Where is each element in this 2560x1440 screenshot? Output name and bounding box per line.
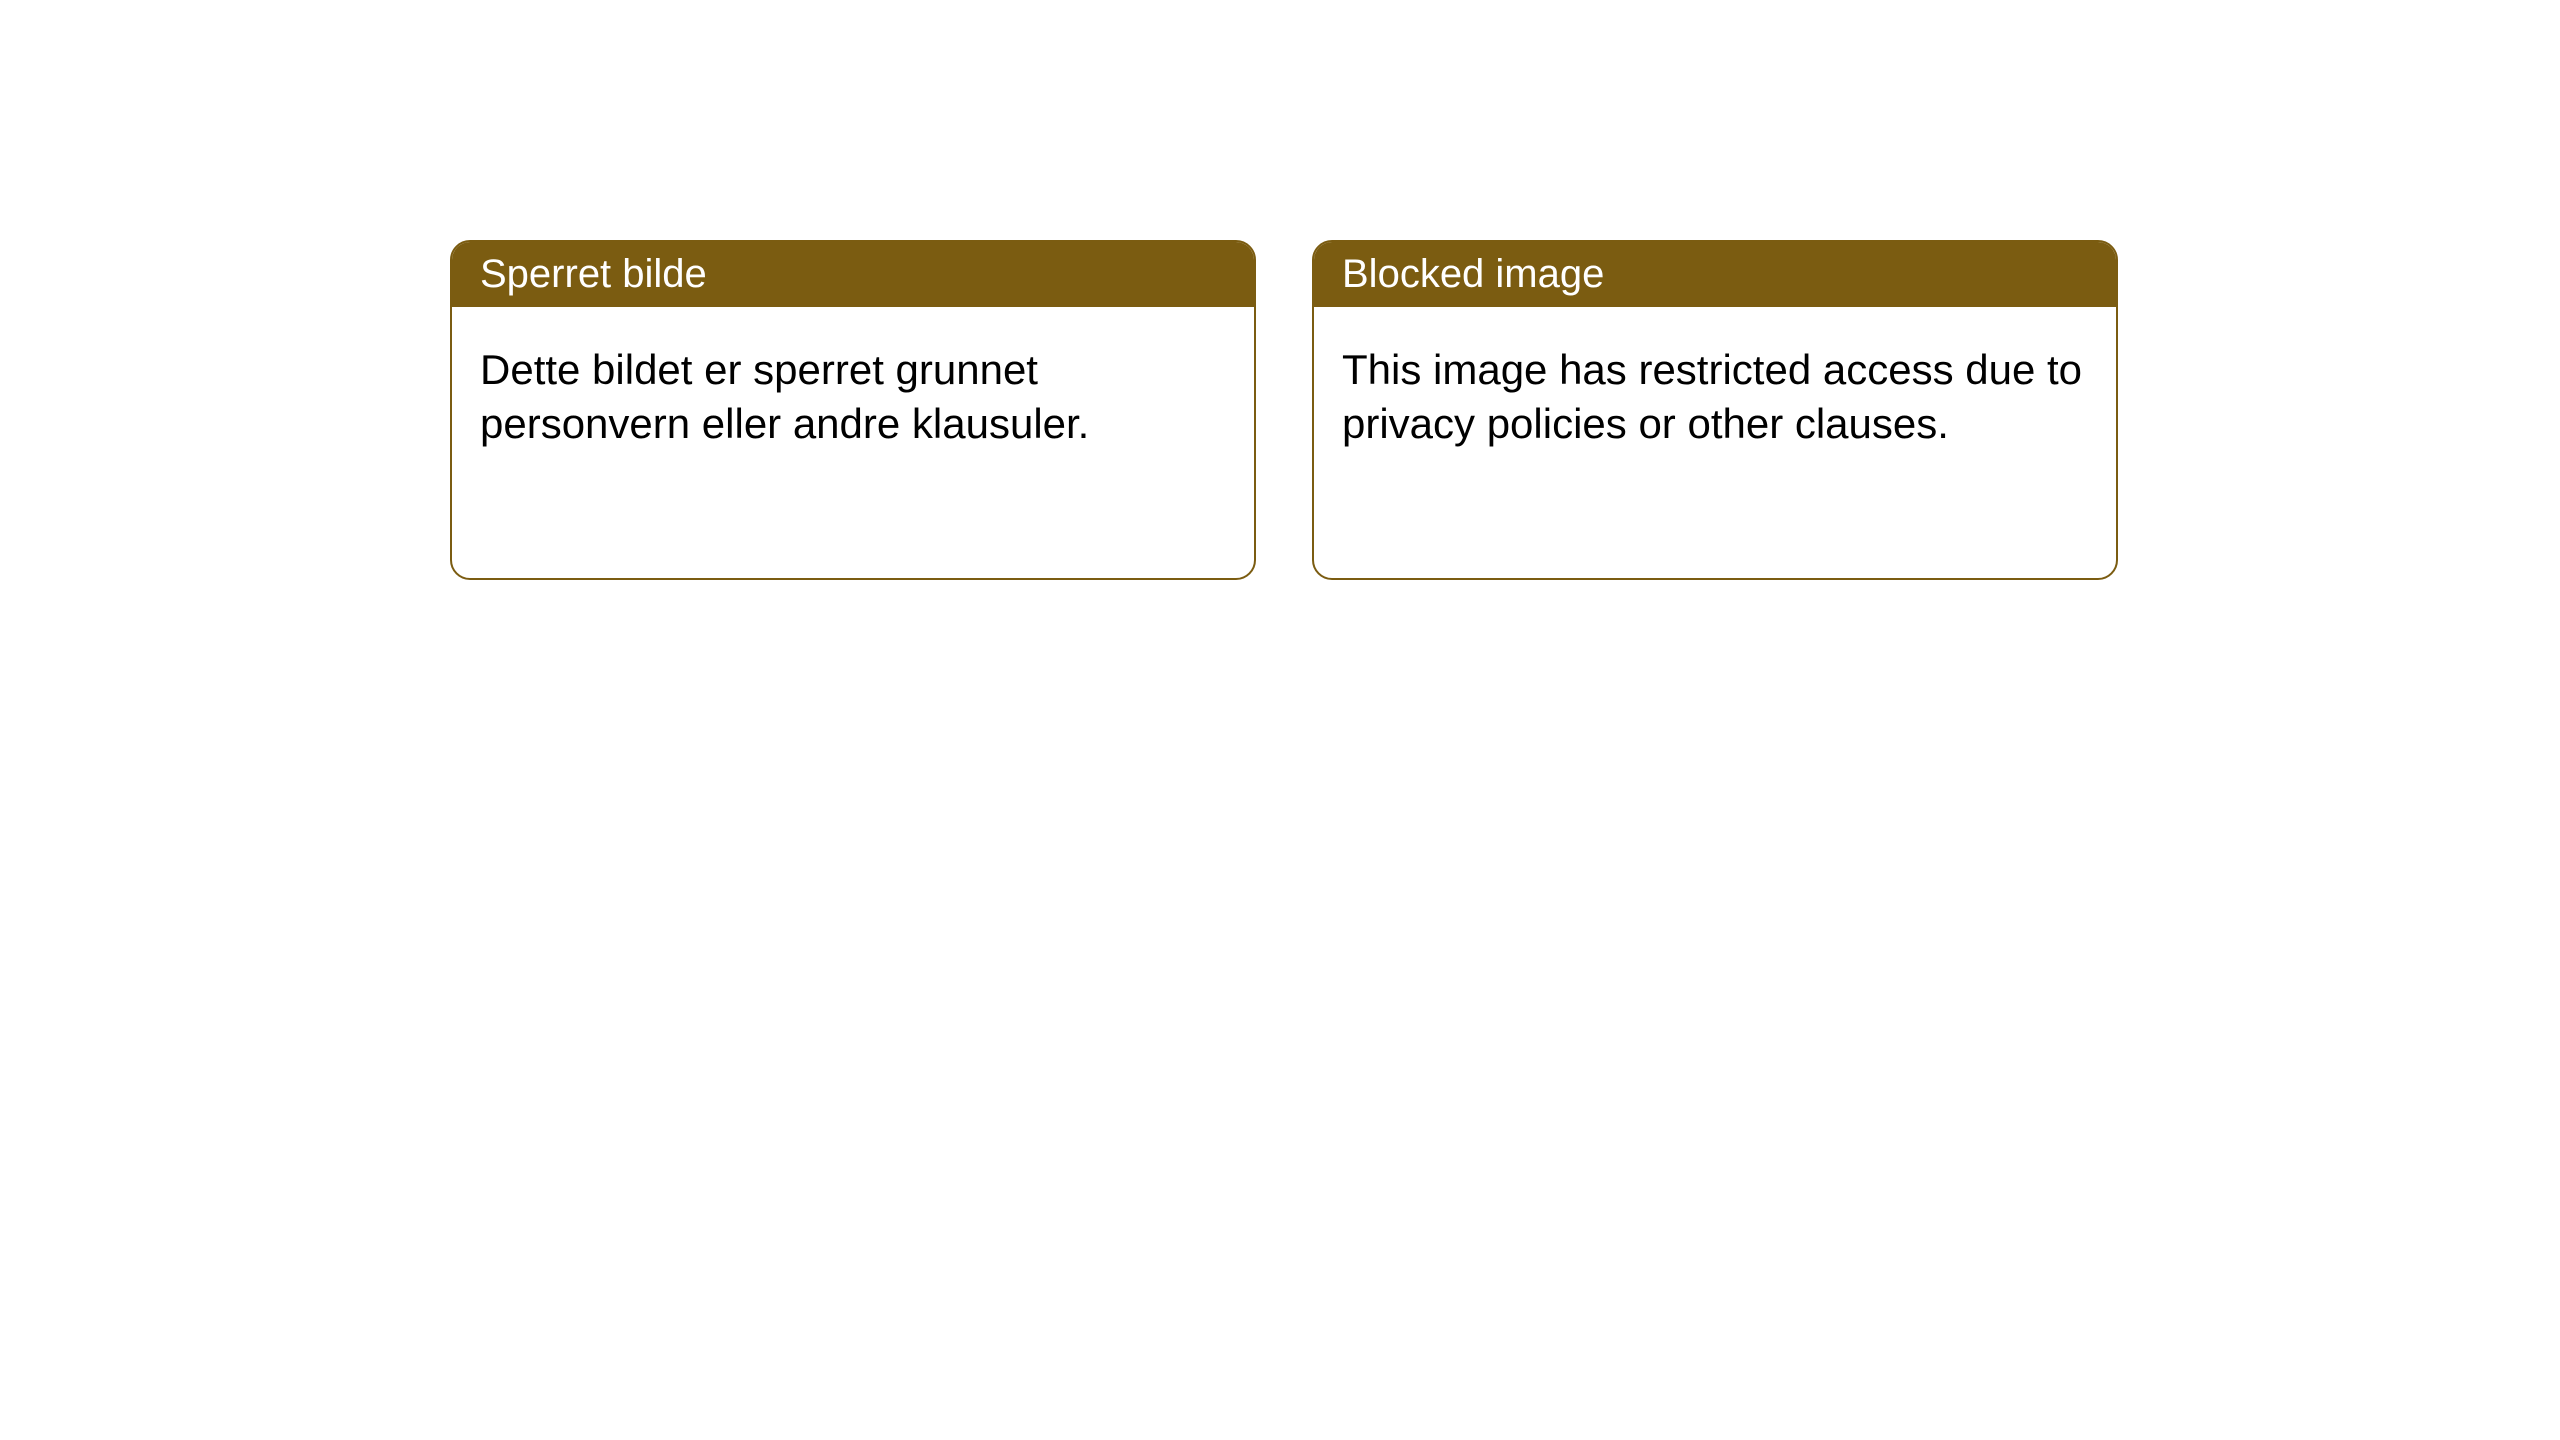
- notice-container: Sperret bilde Dette bildet er sperret gr…: [0, 0, 2560, 580]
- blocked-image-card-en: Blocked image This image has restricted …: [1312, 240, 2118, 580]
- card-header-no: Sperret bilde: [452, 242, 1254, 307]
- card-body-no: Dette bildet er sperret grunnet personve…: [452, 307, 1254, 487]
- card-header-en: Blocked image: [1314, 242, 2116, 307]
- card-body-en: This image has restricted access due to …: [1314, 307, 2116, 487]
- blocked-image-card-no: Sperret bilde Dette bildet er sperret gr…: [450, 240, 1256, 580]
